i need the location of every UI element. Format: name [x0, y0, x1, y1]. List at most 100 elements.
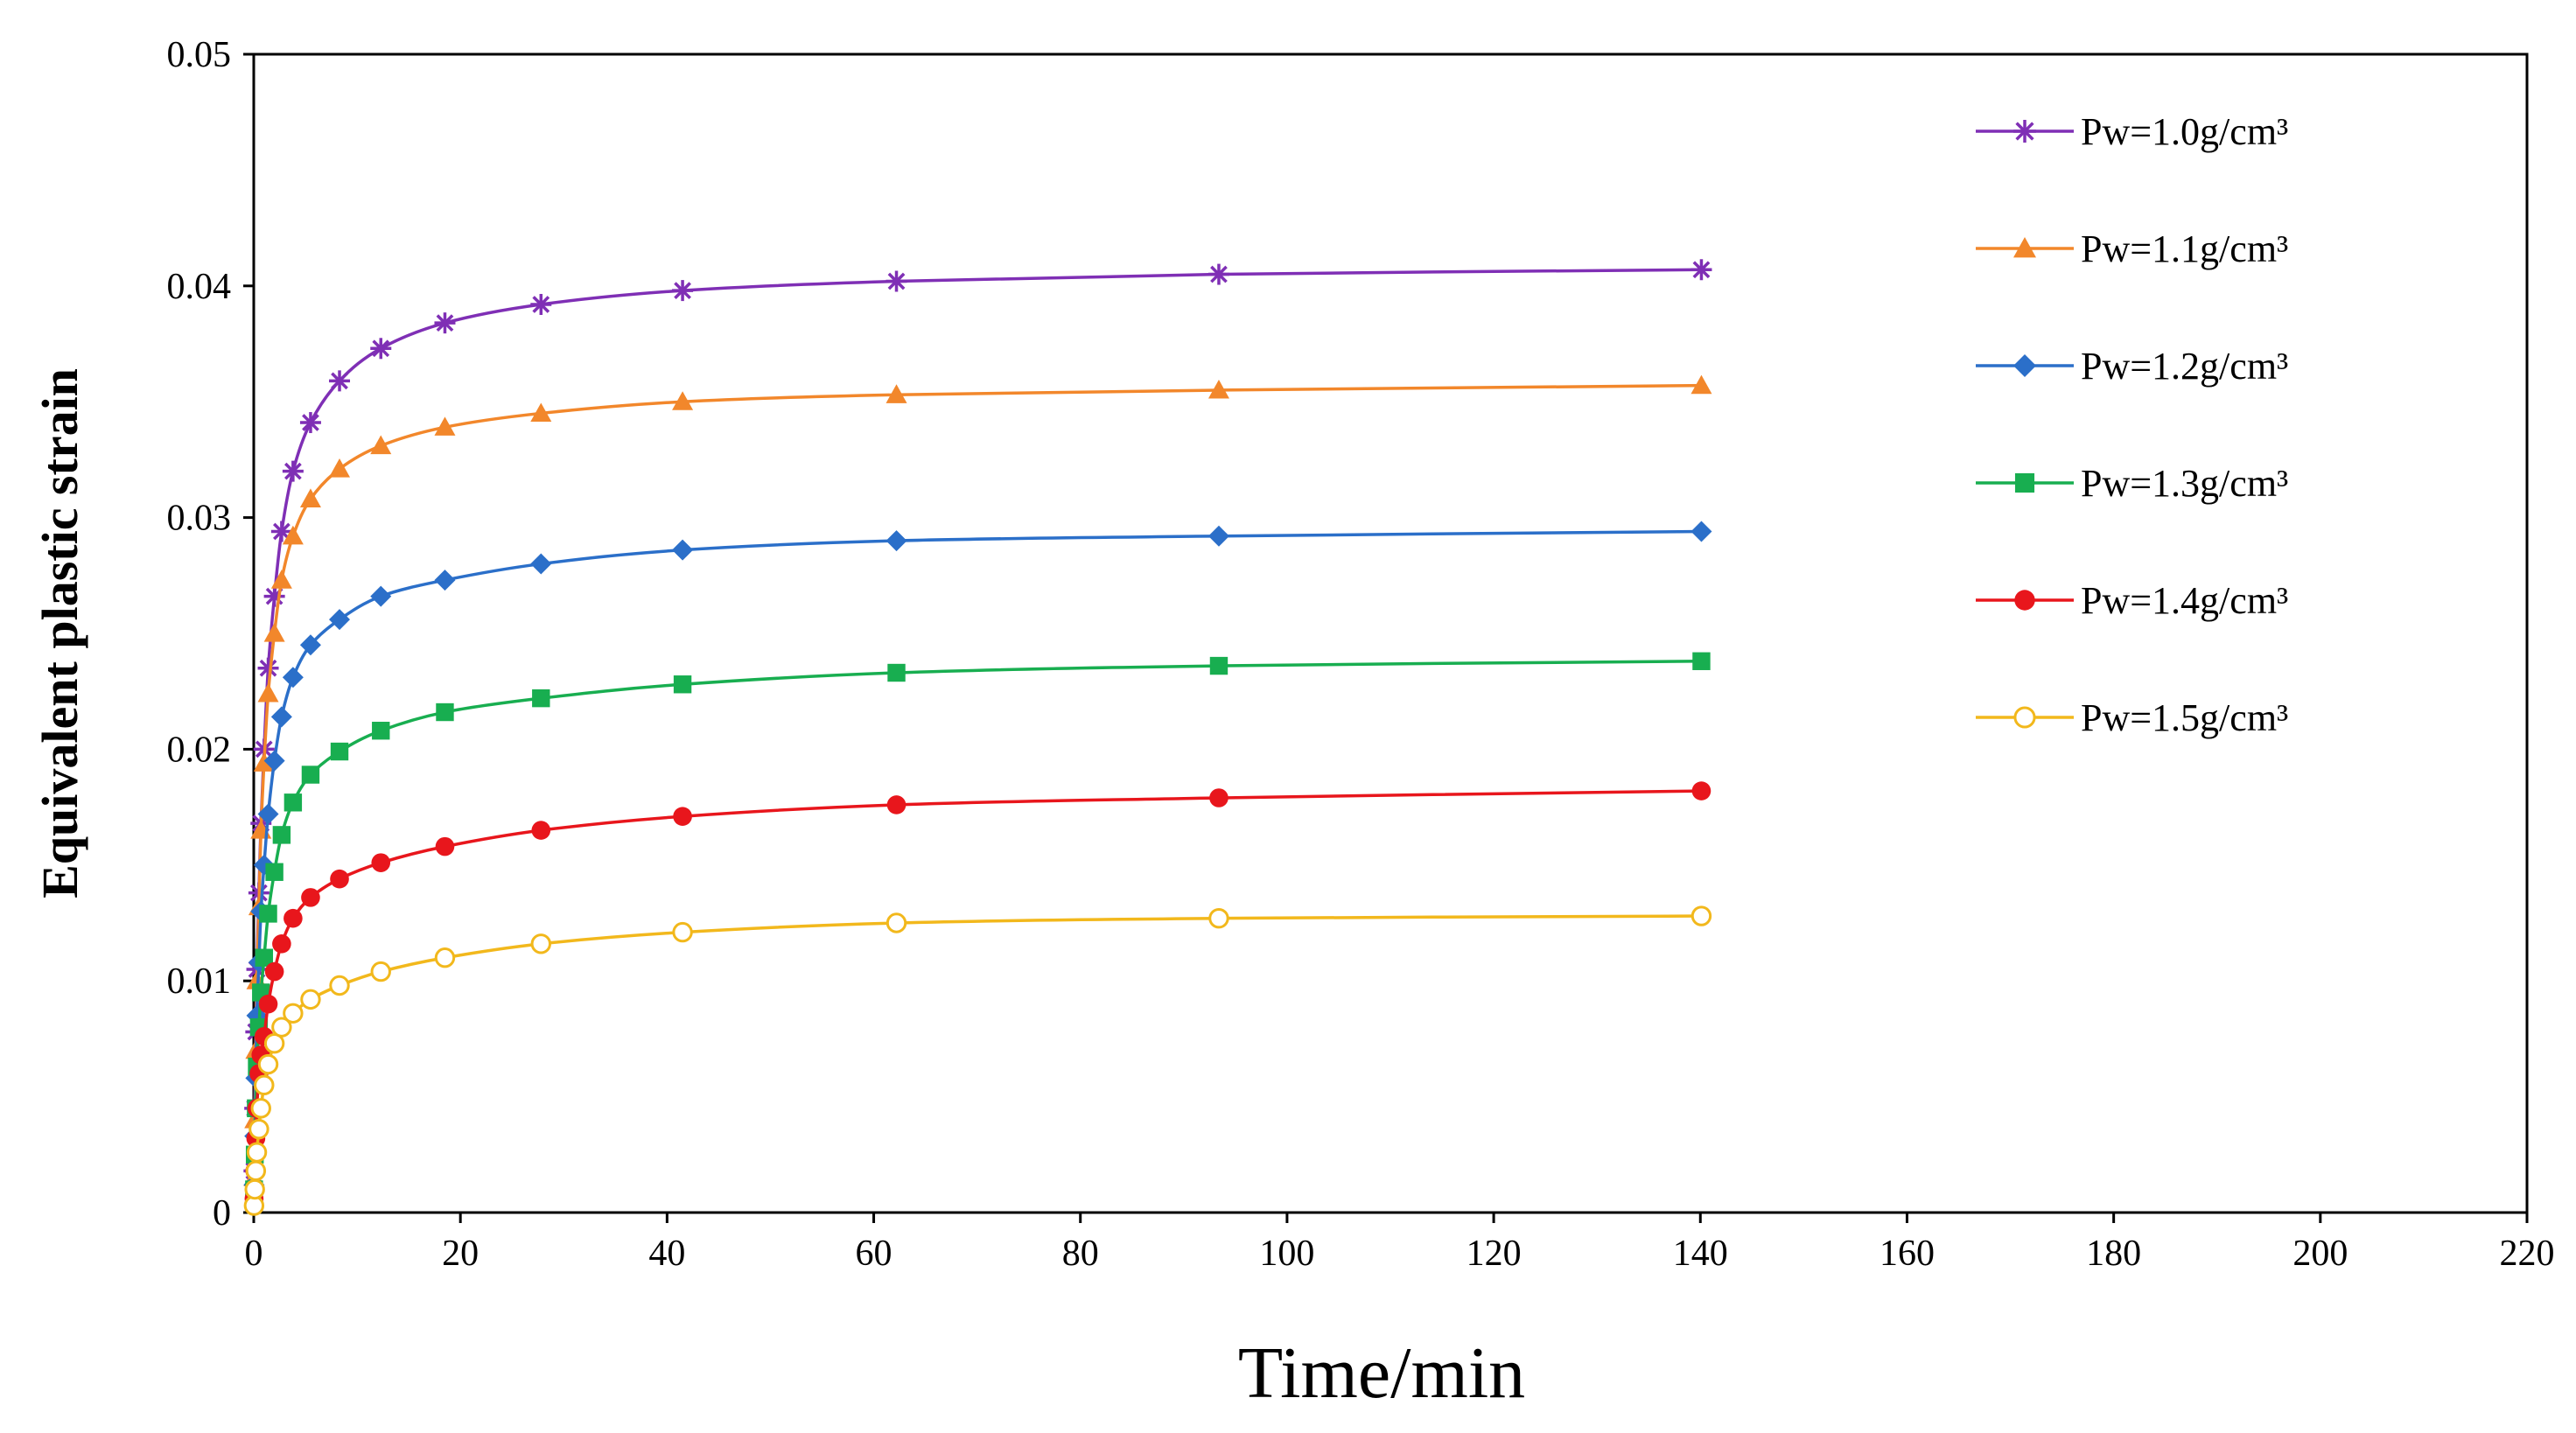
data-point [245, 1160, 267, 1182]
x-axis-title: Time/min [1238, 1332, 1525, 1414]
data-point [887, 663, 906, 682]
x-tick-label: 40 [648, 1234, 685, 1274]
legend-swatch-marker [2013, 237, 2036, 258]
data-point [301, 765, 320, 784]
y-tick-label: 0.01 [167, 961, 232, 1002]
data-point [282, 667, 304, 689]
data-point [1690, 905, 1712, 926]
data-point [530, 553, 552, 575]
y-axis: 0 0.01 0.02 0.03 0.04 0.05 [167, 35, 254, 1234]
data-point [371, 853, 391, 872]
legend-item: Pw=1.3g/cm³ [1976, 462, 2288, 505]
y-tick-label: 0.03 [167, 499, 232, 539]
data-point [329, 458, 351, 478]
data-point [263, 585, 285, 607]
data-point [270, 570, 292, 589]
data-point [263, 623, 285, 642]
y-tick-label: 0 [213, 1193, 231, 1234]
x-tick-label: 200 [2292, 1234, 2348, 1274]
legend-item: Pw=1.1g/cm³ [1976, 227, 2288, 270]
data-point [434, 416, 456, 436]
data-point [886, 795, 906, 814]
data-point [370, 338, 392, 360]
legend: Pw=1.0g/cm³ Pw=1.1g/cm³ Pw=1.2g/cm³ Pw=1.3g… [1976, 110, 2288, 739]
data-point [434, 947, 456, 968]
data-point [672, 280, 694, 302]
legend-swatch-marker [2013, 354, 2036, 377]
y-axis-title: Equivalent plastic strain [32, 368, 88, 898]
data-point [372, 722, 390, 740]
legend-label: Pw=1.5g/cm³ [2081, 696, 2288, 739]
data-point [244, 1178, 265, 1200]
legend-swatch-marker [2013, 706, 2036, 729]
data-point [257, 682, 279, 703]
x-tick-label: 80 [1062, 1234, 1099, 1274]
data-point [370, 961, 391, 982]
data-point [301, 888, 320, 907]
data-point [284, 793, 303, 812]
legend-label: Pw=1.3g/cm³ [2081, 462, 2288, 505]
data-point [271, 1017, 292, 1038]
plot-area-frame [252, 52, 2529, 1214]
x-tick-label: 0 [245, 1234, 263, 1274]
data-point [330, 742, 349, 761]
data-point [1208, 263, 1229, 285]
data-point [265, 863, 284, 881]
data-point [283, 1003, 304, 1024]
data-point [299, 412, 321, 434]
data-point [270, 706, 292, 728]
data-point [246, 1142, 268, 1163]
data-point [530, 402, 552, 423]
data-point [673, 675, 692, 694]
data-point [1692, 652, 1711, 670]
data-point [282, 525, 304, 545]
data-point [886, 912, 907, 933]
data-point [299, 488, 321, 508]
x-tick-label: 140 [1673, 1234, 1728, 1274]
data-point [1690, 374, 1712, 395]
x-tick-label: 160 [1880, 1234, 1935, 1274]
data-point [531, 821, 551, 840]
data-point [264, 961, 284, 982]
data-point [257, 657, 279, 679]
data-point [253, 752, 275, 772]
data-point [370, 585, 392, 607]
legend-item: Pw=1.4g/cm³ [1976, 579, 2288, 622]
data-point [258, 994, 278, 1014]
legend-swatch-marker [2013, 120, 2036, 143]
y-tick-label: 0.05 [167, 35, 232, 75]
legend-item: Pw=1.2g/cm³ [1976, 345, 2288, 388]
data-point [257, 803, 279, 825]
data-point [672, 539, 694, 561]
data-point [532, 689, 550, 708]
x-axis: 0 20 40 60 80 100 120 140 160 180 200 220 [245, 1213, 2555, 1274]
data-point [250, 1098, 271, 1119]
data-point [370, 435, 392, 455]
data-point [673, 807, 692, 826]
data-point [886, 270, 907, 292]
data-point [886, 384, 907, 403]
y-tick-label: 0.02 [167, 730, 232, 770]
data-point [255, 948, 274, 967]
x-tick-label: 20 [442, 1234, 479, 1274]
data-point [1690, 521, 1712, 542]
data-point [434, 312, 456, 334]
data-point [886, 530, 907, 552]
data-point [263, 750, 285, 772]
data-point [672, 391, 694, 410]
data-point [300, 989, 321, 1010]
legend-item: Pw=1.5g/cm³ [1976, 696, 2288, 739]
data-point [329, 975, 350, 996]
data-point [257, 1053, 279, 1075]
data-point [282, 460, 304, 482]
data-point [1691, 781, 1712, 800]
data-point [530, 293, 552, 315]
series-6 [243, 905, 1712, 1216]
data-point [1690, 259, 1712, 281]
data-point [1208, 908, 1229, 929]
data-point [329, 370, 351, 392]
legend-label: Pw=1.0g/cm³ [2081, 110, 2288, 153]
data-point [259, 905, 277, 923]
legend-item: Pw=1.0g/cm³ [1976, 110, 2288, 153]
